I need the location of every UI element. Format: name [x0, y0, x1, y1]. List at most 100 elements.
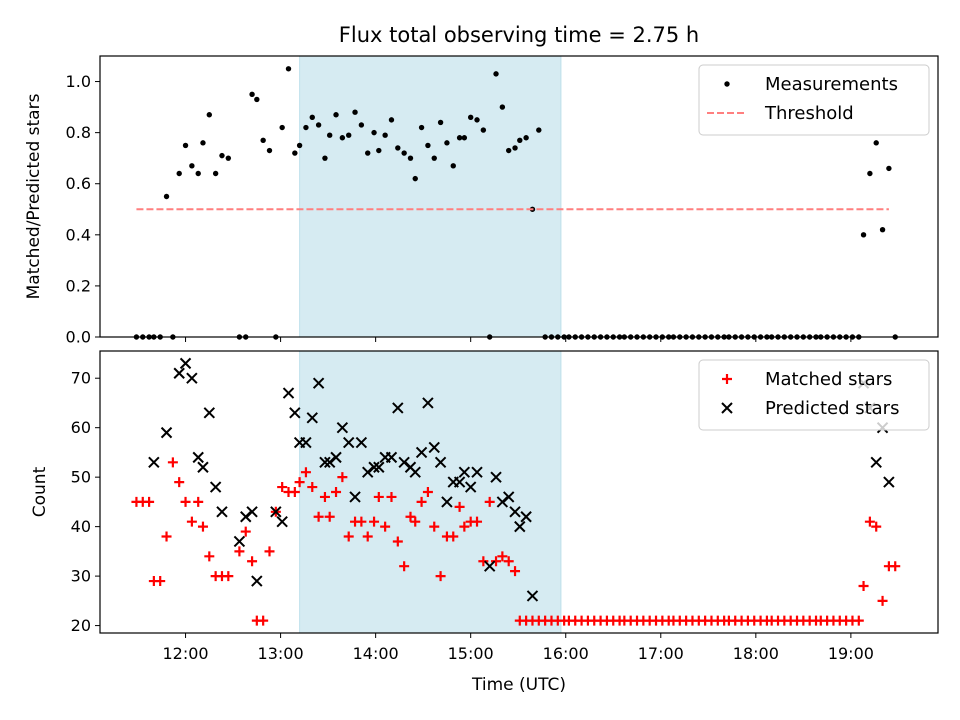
bottom-panel-counts: 20 30 40 50 60 70 12:00 13:00 14:00 15:00 16:00 17:…	[30, 350, 939, 663]
x-tick-label: 17:00	[638, 644, 684, 663]
predicted-star-point	[173, 367, 185, 379]
matched-star-point	[319, 491, 330, 502]
predicted-star-point	[392, 402, 404, 414]
matched-star-point	[871, 521, 882, 532]
predicted-star-point	[483, 560, 496, 572]
measurement-point	[480, 127, 487, 133]
predicted-star-point	[312, 377, 325, 389]
measurement-point	[371, 129, 377, 136]
measurement-point	[285, 66, 292, 72]
predicted-star-point	[276, 515, 288, 528]
legend-label: Matched stars	[765, 369, 892, 390]
predicted-star-point	[509, 506, 521, 518]
predicted-star-point	[458, 466, 471, 478]
matched-star-point	[373, 491, 384, 502]
matched-star-point	[435, 571, 446, 582]
measurement-point	[444, 140, 450, 146]
axes-frame	[99, 350, 939, 634]
matched-star-point	[247, 556, 258, 567]
predicted-star-point	[209, 481, 222, 493]
predicted-star-point	[520, 511, 532, 523]
predicted-star-point	[415, 446, 428, 459]
y-tick-label: 0.2	[66, 276, 91, 295]
predicted-star-point	[270, 506, 282, 518]
measurement-point	[322, 155, 328, 161]
predicted-star-point	[319, 456, 331, 469]
predicted-star-point	[197, 461, 209, 473]
measurement-point	[499, 104, 506, 110]
predicted-star-point	[233, 535, 246, 548]
predicted-star-point	[216, 506, 228, 518]
measurement-point	[523, 135, 529, 141]
matched-star-point	[277, 482, 288, 493]
predicted-star-point	[453, 476, 466, 488]
measurement-point	[358, 122, 365, 128]
predicted-star-point	[385, 451, 398, 464]
measurement-point	[506, 147, 512, 154]
measurement-point	[474, 117, 480, 123]
predicted-star-point	[434, 456, 447, 469]
predicted-star-point	[441, 496, 453, 508]
matched-star-point	[258, 615, 269, 626]
predicted-star-point	[203, 407, 216, 419]
predicted-star-point	[330, 451, 342, 464]
predicted-star-point	[289, 407, 301, 419]
matched-star-point	[174, 477, 185, 488]
measurement-point	[407, 155, 414, 161]
legend-label: Threshold	[764, 103, 854, 124]
legend-label: Measurements	[765, 74, 898, 95]
y-tick-label: 1.0	[66, 72, 91, 91]
measurement-point	[425, 142, 431, 149]
measurement-point	[260, 137, 266, 143]
matched-star-point	[186, 516, 197, 527]
top-panel-ratio: 0.0 0.2 0.4 0.6 0.8 1.0 Matched/Predicted star…	[24, 55, 939, 347]
matched-star-point	[240, 526, 251, 537]
predicted-star-point	[368, 461, 380, 473]
matched-star-point	[405, 511, 416, 522]
measurement-point	[401, 150, 407, 156]
measurement-point	[388, 117, 395, 123]
predicted-star-point	[428, 441, 440, 454]
x-axis-label: Time (UTC)	[471, 675, 566, 695]
matched-star-point	[459, 521, 470, 532]
legend: Matched stars Predicted stars	[698, 359, 930, 431]
observing-window-span	[299, 55, 562, 338]
y-tick-label: 0.0	[66, 328, 91, 347]
measurement-point	[512, 145, 518, 151]
predicted-star-point	[282, 387, 295, 399]
predicted-star-point	[246, 506, 258, 518]
y-tick-label: 30	[71, 567, 91, 586]
x-tick-label: 16:00	[543, 644, 589, 663]
y-tick-label: 0.8	[66, 123, 91, 142]
predicted-star-point	[490, 471, 502, 483]
matched-star-point	[307, 482, 318, 493]
measurement-point	[376, 147, 382, 154]
matched-star-point	[510, 566, 521, 577]
measurement-point	[315, 122, 322, 128]
measurement-point	[860, 232, 867, 238]
matched-star-point	[503, 556, 514, 567]
predicted-star-point	[373, 461, 385, 473]
matched-star-point	[264, 546, 275, 557]
predicted-star-point	[342, 436, 355, 449]
measurement-point	[266, 147, 273, 154]
measurement-point	[517, 137, 523, 143]
matched-star-point	[324, 511, 335, 522]
y-tick-label: 20	[71, 616, 91, 635]
legend-label: Predicted stars	[765, 398, 899, 419]
legend-cross-icon	[721, 402, 733, 414]
matched-star-point	[454, 501, 465, 512]
measurement-point	[219, 152, 225, 159]
matched-star-point	[448, 531, 459, 542]
predicted-star-point	[471, 466, 483, 478]
measurement-point	[292, 150, 298, 156]
matched-star-point	[392, 536, 403, 547]
matched-star-point	[380, 521, 391, 532]
matched-star-point	[300, 467, 311, 478]
predicted-star-point	[464, 481, 477, 493]
measurement-point	[176, 170, 182, 177]
measurement-point	[879, 227, 886, 233]
matched-star-point	[864, 516, 875, 527]
legend-frame	[698, 64, 930, 136]
measurement-point	[382, 132, 388, 138]
